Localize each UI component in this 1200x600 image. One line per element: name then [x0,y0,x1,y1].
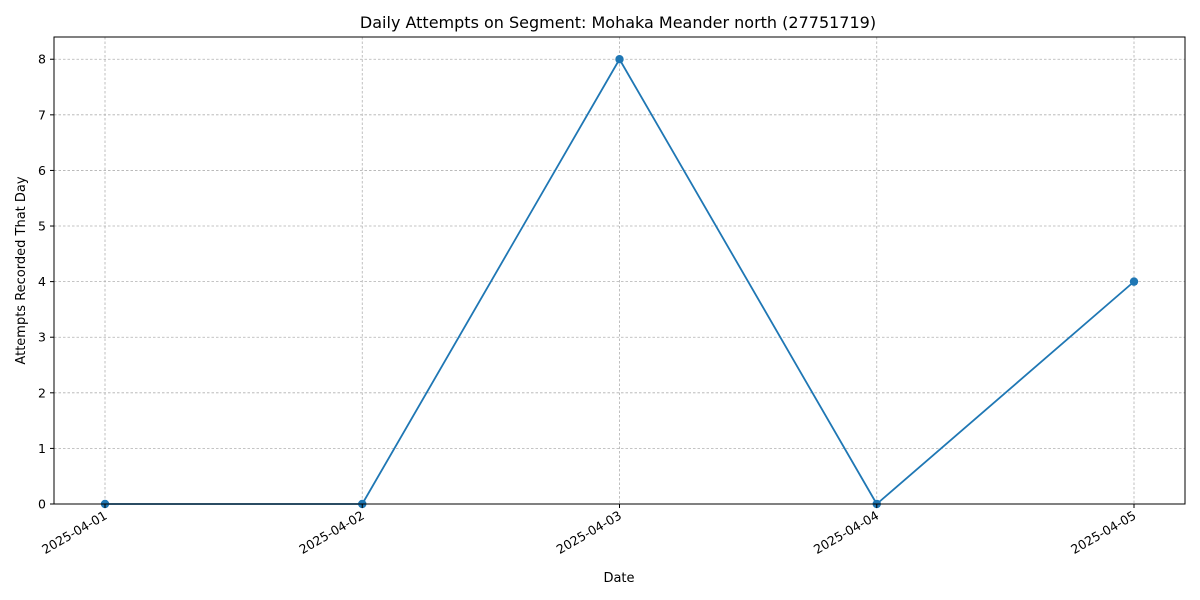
y-tick-label: 3 [38,330,46,345]
y-tick-label: 2 [38,385,46,400]
y-axis-label: Attempts Recorded That Day [14,176,29,364]
x-tick-label: 2025-04-05 [1068,508,1138,557]
x-tick-label: 2025-04-02 [296,508,366,557]
y-tick-label: 6 [38,163,46,178]
y-tick-label: 4 [38,274,46,289]
x-axis-ticks: 2025-04-01 2025-04-02 2025-04-03 2025-04-04… [39,504,1139,557]
y-tick-label: 7 [38,107,46,122]
x-tick-label: 2025-04-03 [554,508,624,557]
x-tick-label: 2025-04-01 [39,508,109,557]
grid-lines [54,37,1185,505]
y-axis-ticks: 0 1 2 3 4 5 6 7 8 [38,52,54,512]
y-tick-label: 0 [38,497,46,512]
y-tick-label: 1 [38,441,46,456]
y-tick-label: 5 [38,219,46,234]
y-tick-label: 8 [38,52,46,67]
data-point [1129,277,1139,286]
chart-title: Daily Attempts on Segment: Mohaka Meande… [360,13,876,32]
data-point [615,55,624,64]
x-axis-label: Date [603,571,634,586]
x-tick-label: 2025-04-04 [811,508,881,557]
